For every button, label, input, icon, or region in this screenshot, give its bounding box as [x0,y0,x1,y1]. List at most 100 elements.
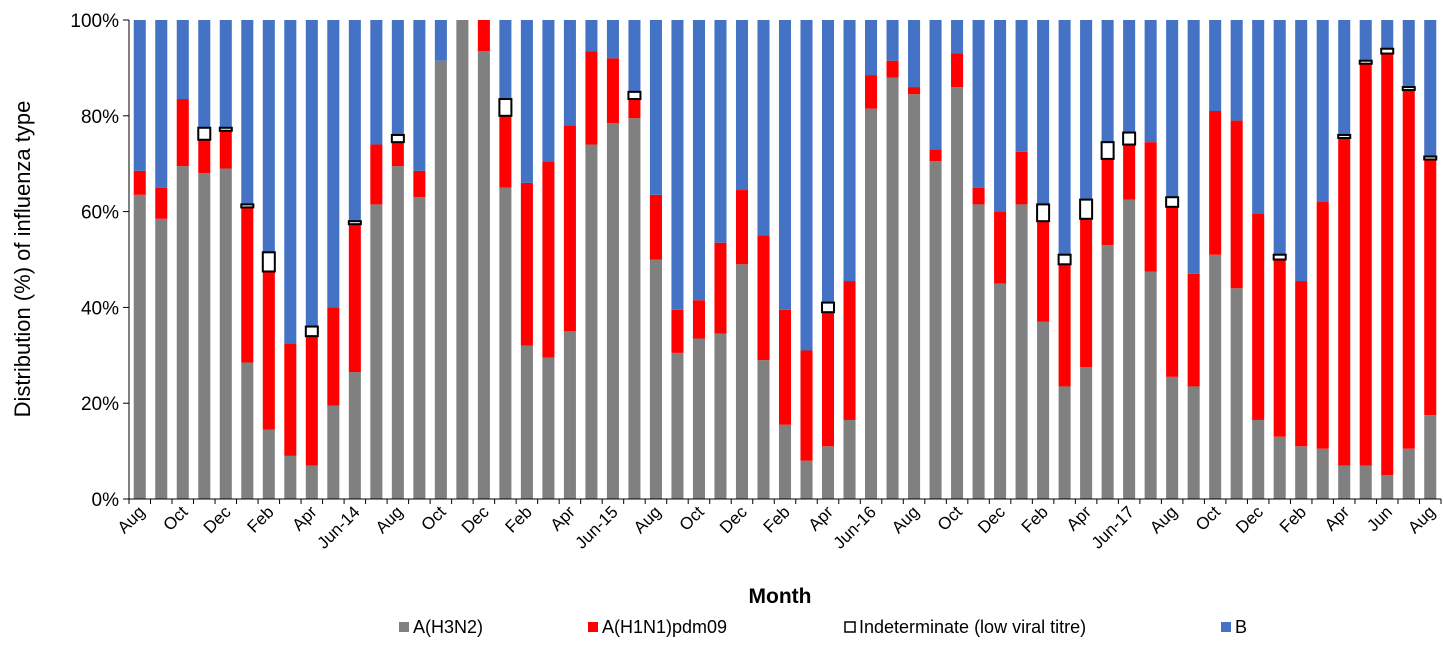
bar-segment [585,51,598,145]
x-axis-title: Month [749,585,812,608]
bar-segment [1123,199,1136,499]
bar-segment [413,170,426,198]
bar-segment [1101,245,1114,499]
bar-segment [1037,20,1050,205]
bar-segment [908,94,921,500]
bar-segment [413,197,426,500]
x-tick-label: Aug [372,502,407,537]
bar-segment [1230,20,1243,121]
y-axis: 0% 20% 40% 60% 80% 100% [70,11,130,511]
bar-segment [327,20,340,308]
bar-segment [1295,20,1308,282]
bar-segment [370,204,383,500]
bar-segment [800,350,813,461]
x-tick-label: Dec [200,502,235,537]
bar-segment [606,20,619,59]
x-tick-label: Oct [159,502,191,534]
legend-label: B [1235,617,1247,637]
indeterminate-marker [1036,203,1051,223]
bar-segment [886,77,899,499]
bar-segment [348,20,361,222]
bar-segment [671,309,684,353]
indeterminate-marker [1122,131,1137,146]
bar-segment [865,75,878,109]
indeterminate-marker [304,325,319,338]
indeterminate-marker [197,126,212,141]
indeterminate-marker [1423,155,1438,161]
x-tick-label: Jun [1363,502,1396,535]
bar-segment [1359,63,1372,466]
bar-segment [477,51,490,499]
bar-segment [133,170,146,195]
bar-segment [735,20,749,191]
bar-segment [1123,20,1136,133]
bar-segment [391,20,404,135]
y-tick-label: 40% [81,298,119,319]
bar-segment [198,139,211,174]
x-tick-label: Oct [1192,502,1224,534]
x-tick-label: Feb [1276,502,1310,536]
indeterminate-marker [1057,253,1072,266]
bar-segment [1424,158,1437,416]
bar-segment [370,20,383,145]
bar-segment [1230,288,1243,499]
bar-segment [821,20,835,303]
x-tick-label: Dec [974,502,1009,537]
indeterminate-marker [627,90,642,101]
bar-segment [1166,376,1179,499]
indeterminate-marker [1401,86,1416,92]
bar-segment [391,166,404,499]
legend-item: B [1221,617,1247,637]
x-tick-label: Dec [458,502,493,537]
bar-segment [929,161,942,499]
x-tick-label: Oct [676,502,708,534]
bar-segment [778,424,792,499]
bar-segment [1338,137,1351,466]
x-tick-label: Apr [1063,502,1095,534]
bar-segment [155,20,168,188]
bar-segment [994,211,1007,284]
bar-segment [563,125,576,332]
bar-segment [692,20,705,301]
legend-item: Indeterminate (low viral titre) [844,617,1086,637]
y-tick-label: 100% [70,11,119,32]
bar-segment [821,312,835,447]
bar-segment [563,331,576,499]
indeterminate-marker [261,251,276,273]
bar-segment [735,264,749,499]
x-tick-label: Aug [1404,502,1439,537]
legend-swatch [844,621,856,633]
bar-segment [284,20,297,344]
bar-segment [1080,367,1093,499]
x-tick-label: Aug [888,502,923,537]
bar-segment [714,333,727,499]
bar-segment [563,20,576,126]
bar-segment [671,352,684,499]
bar-segment [972,204,985,500]
bar-segment [692,300,705,339]
indeterminate-marker [1337,133,1352,139]
bar-segment [1166,206,1179,377]
bar-segment [843,281,856,420]
bar-segment [1316,448,1329,499]
bar-segment [1252,213,1265,420]
indeterminate-marker [1079,198,1094,220]
indeterminate-marker [240,203,255,209]
bar-segment [1295,446,1308,499]
bar-segment [1058,386,1071,499]
bar-segment [1273,259,1286,437]
bar-segment [284,455,297,499]
bar-segment [606,58,619,123]
bar-segment [1273,20,1286,255]
bar-segment [241,20,254,205]
bar-segment [821,446,835,499]
bar-segment [757,235,770,361]
bar-segment [348,223,361,373]
bar-segment [219,130,232,169]
bar-segment [908,87,921,95]
legend-label: Indeterminate (low viral titre) [859,617,1086,637]
bar-segment [1058,20,1071,255]
bar-segment [176,20,189,100]
x-tick-label: Apr [547,502,579,534]
